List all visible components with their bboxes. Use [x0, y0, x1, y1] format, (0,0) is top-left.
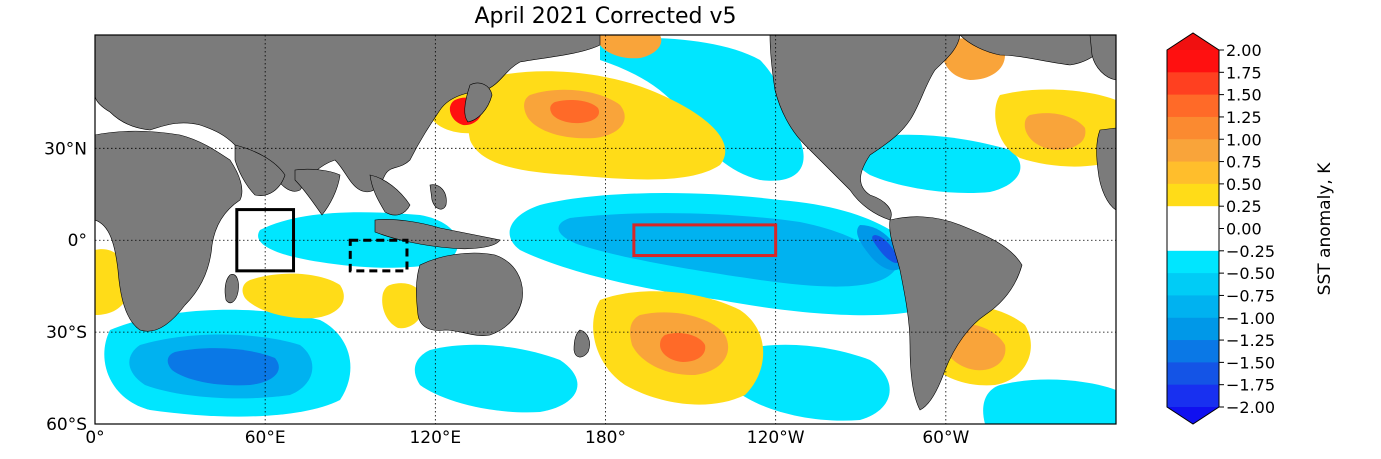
colorbar-tick-label: 1.00	[1226, 130, 1262, 149]
land-africa	[95, 130, 243, 332]
longitude-tick-labels: 0° 60°E 120°E 180° 120°W 60°W	[85, 428, 969, 448]
colorbar-segment	[1167, 273, 1219, 296]
graticule	[95, 35, 1116, 424]
colorbar-tick-label: 0.00	[1226, 220, 1262, 239]
colorbar-tick-label: −1.25	[1226, 331, 1275, 350]
cold-anomaly-southeast-pacific	[728, 344, 890, 421]
colorbar-segment	[1167, 384, 1219, 408]
colorbar-segment	[1167, 206, 1219, 229]
eastern-indian-ocean-box	[348, 238, 409, 273]
colorbar-tick-label: −1.75	[1226, 376, 1275, 395]
colorbar-tick-label: 1.75	[1226, 63, 1262, 82]
sst-anomaly-field	[95, 35, 1116, 424]
region-boxes	[235, 208, 778, 273]
warm-anomaly-australia-west	[382, 283, 425, 329]
cold-anomaly-north-pacific	[600, 37, 804, 181]
land-south-america	[889, 216, 1023, 411]
land-india	[294, 168, 341, 216]
longitude-label: 120°W	[747, 428, 805, 448]
longitude-label: 120°E	[409, 428, 461, 448]
colorbar-segment	[1167, 183, 1219, 207]
nino-3.4-box	[632, 223, 778, 258]
land-southeast-asia	[369, 174, 411, 216]
colorbar-over-arrow	[1167, 33, 1219, 50]
colorbar-tick-label: 1.25	[1226, 108, 1262, 127]
colorbar-tick-label: −0.75	[1226, 286, 1275, 305]
colorbar-tick-label: −2.00	[1226, 398, 1275, 417]
colorbar-tick-label: 1.50	[1226, 86, 1262, 105]
longitude-label: 0°	[85, 428, 104, 448]
colorbar-segment	[1167, 116, 1219, 140]
colorbar-segment	[1167, 250, 1219, 274]
latitude-label: 30°N	[44, 139, 87, 159]
colorbar-tick-label: −0.25	[1226, 242, 1275, 261]
latitude-label: 30°S	[46, 323, 87, 343]
red-core-south-pacific	[660, 333, 706, 362]
chart-title: April 2021 Corrected v5	[474, 4, 737, 29]
mid-cold-pacific	[558, 213, 895, 287]
cold-anomaly-south-pacific	[414, 344, 578, 413]
colorbar-tick-label: 0.25	[1226, 197, 1262, 216]
colorbar-segment	[1167, 340, 1219, 363]
strong-cold-southern-ocean	[167, 348, 279, 386]
land-madagascar	[224, 274, 239, 304]
colorbar-tick-label: −1.50	[1226, 353, 1275, 372]
colorbar-segment	[1167, 94, 1219, 118]
colorbar-tick-label: 0.75	[1226, 153, 1262, 172]
latitude-tick-labels: 30°N 0° 30°S 60°S	[44, 139, 87, 435]
colorbar-tick-label: −1.00	[1226, 309, 1275, 328]
land-masses	[95, 35, 1116, 411]
colorbar-tick-label: 0.50	[1226, 175, 1262, 194]
colorbar-label: SST anomaly, K	[1315, 162, 1335, 296]
land-arabia	[234, 144, 286, 196]
colorbar-segment	[1167, 362, 1219, 386]
orange-core-north-pacific-top	[600, 35, 662, 59]
colorbar-segment	[1167, 317, 1219, 341]
western-indian-ocean-box	[235, 208, 296, 273]
colorbar-tick-label: −0.50	[1226, 264, 1275, 283]
colorbar-segment	[1167, 50, 1219, 73]
warm-anomaly-indian-south	[242, 273, 344, 319]
land-philippines	[429, 184, 447, 210]
colorbar-segment	[1167, 295, 1219, 319]
longitude-label: 60°E	[245, 428, 286, 448]
land-japan	[464, 82, 493, 123]
cold-anomaly-south-atlantic	[983, 379, 1116, 424]
land-new-zealand	[573, 329, 590, 358]
latitude-label: 0°	[68, 231, 87, 251]
cold-anomaly-north-atlantic	[852, 134, 1021, 194]
longitude-label: 180°	[585, 428, 626, 448]
colorbar-tick-labels: 2.00 1.75 1.50 1.25 1.00 0.75 0.50 0.25 0.00 −0.2…	[1219, 41, 1275, 417]
colorbar-segment	[1167, 139, 1219, 163]
land-north-america	[769, 35, 961, 221]
colorbar-segment	[1167, 228, 1219, 252]
red-core-north-pacific	[550, 100, 600, 124]
colorbar-segments	[1167, 50, 1219, 408]
colorbar-tick-label: 2.00	[1226, 41, 1262, 60]
orange-core-north-atlantic-east	[1024, 113, 1086, 150]
longitude-label: 60°W	[922, 428, 969, 448]
colorbar: 2.00 1.75 1.50 1.25 1.00 0.75 0.50 0.25 0.00 −0.2…	[1166, 32, 1335, 425]
colorbar-segment	[1167, 161, 1219, 185]
latitude-label: 60°S	[46, 415, 87, 435]
colorbar-segment	[1167, 72, 1219, 96]
land-australia	[416, 252, 523, 336]
colorbar-under-arrow	[1167, 407, 1219, 424]
strong-cold-peru	[872, 235, 900, 264]
